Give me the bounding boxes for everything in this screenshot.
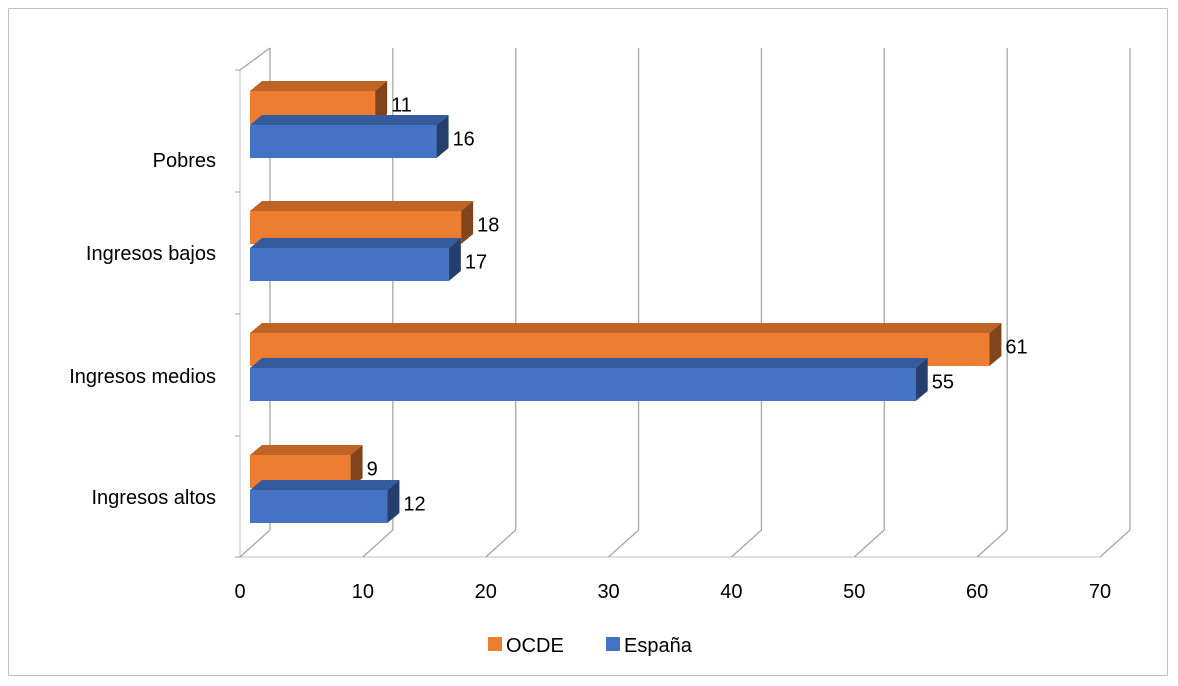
bar-side-face (350, 445, 363, 488)
x-tick-label: 70 (1089, 581, 1111, 603)
data-label: 18 (477, 215, 499, 237)
bar-side-face (387, 480, 400, 523)
data-label: 9 (367, 459, 378, 481)
floor-gridline (853, 529, 885, 558)
bar-top-face (250, 323, 1002, 333)
data-label: 55 (932, 372, 954, 394)
bar-side-face (436, 115, 449, 158)
bar (250, 248, 449, 281)
bar-top-face (250, 480, 400, 490)
legend-swatch (488, 637, 502, 651)
category-label: Pobres (153, 150, 216, 172)
category-label: Ingresos altos (91, 487, 216, 509)
bar-side-face (461, 201, 474, 244)
bar-top-face (250, 115, 449, 125)
x-tick-label: 50 (843, 581, 865, 603)
category-label: Ingresos medios (69, 366, 216, 388)
data-label: 11 (391, 95, 412, 117)
bar-top-face (250, 201, 474, 211)
floor-gridline (608, 529, 640, 558)
bar (250, 490, 388, 523)
floor-gridline (730, 529, 762, 558)
bar-side-face (448, 238, 461, 281)
category-label: Ingresos bajos (86, 243, 216, 265)
bar-side-face (375, 81, 388, 124)
data-label: 61 (1005, 337, 1027, 359)
data-label: 16 (453, 129, 475, 151)
bar-side-face (989, 323, 1002, 366)
x-tick-label: 0 (234, 581, 245, 603)
legend-label: OCDE (506, 635, 564, 657)
data-label: 17 (465, 252, 487, 274)
bar (250, 125, 437, 158)
bar-top-face (250, 238, 461, 248)
bar-top-face (250, 81, 388, 91)
legend-swatch (606, 637, 620, 651)
floor-gridline (1099, 529, 1131, 558)
data-label: 12 (403, 494, 425, 516)
floor-gridline (239, 529, 271, 558)
bar (250, 368, 916, 401)
x-tick-label: 40 (720, 581, 742, 603)
wall-top-edge (239, 47, 271, 71)
bar-top-face (250, 445, 363, 455)
legend-label: España (624, 635, 693, 657)
bar-top-face (250, 358, 928, 368)
x-tick-label: 60 (966, 581, 988, 603)
floor-gridline (976, 529, 1008, 558)
floor-gridline (362, 529, 394, 558)
bar-side-face (915, 358, 928, 401)
floor-gridline (485, 529, 517, 558)
x-tick-label: 10 (352, 581, 374, 603)
x-tick-label: 30 (597, 581, 619, 603)
x-tick-label: 20 (475, 581, 497, 603)
